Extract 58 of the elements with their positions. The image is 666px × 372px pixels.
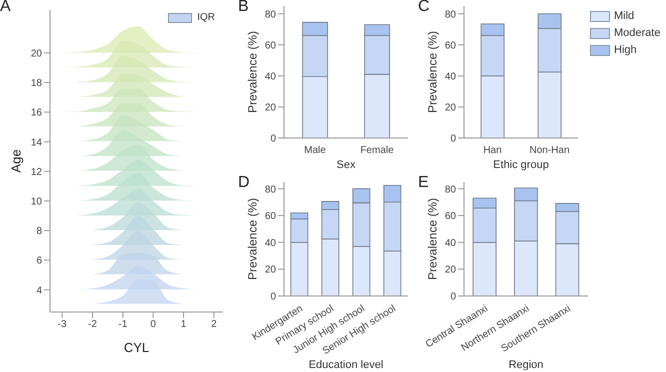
y-tick-label: 8 [36,226,42,238]
y-tick-label: 6 [36,256,42,267]
y-tick-label: 0 [450,134,456,145]
y-axis-title: Prevalence (%) [245,30,260,114]
annotation: IQR [197,12,215,23]
chart-title: C [418,0,430,16]
legend-label: Mild [614,10,634,22]
legend-label: High [614,44,637,56]
y-tick-label: 60 [264,40,276,52]
y-axis-title: Age [8,149,24,173]
y-tick-label: 16 [30,108,42,119]
x-tick-label: Male [304,145,326,156]
x-tick-label: 2 [211,319,218,330]
chart-title: D [238,174,250,192]
x-tick-label: Han [483,145,502,156]
x-axis-title: Region [508,359,544,371]
y-tick-label: 80 [264,9,276,20]
y-axis-title: Prevalence (%) [425,198,440,280]
y-tick-label: 40 [264,238,276,249]
y-tick-label: 60 [264,211,276,222]
y-tick-label: 20 [444,264,456,276]
x-axis-title: Ethic group [493,159,549,171]
x-axis-title: CYL [124,340,150,355]
y-tick-label: 40 [444,238,456,249]
chart-title: E [418,174,429,192]
y-tick-label: 0 [450,292,456,303]
x-axis-title: Education level [308,359,384,371]
y-tick-label: 0 [270,134,276,145]
y-tick-label: 60 [444,211,456,222]
y-tick-label: 0 [270,292,276,303]
y-tick-label: 4 [36,285,42,296]
y-axis-title: Prevalence (%) [245,198,260,280]
x-tick-label: 1 [180,319,187,330]
y-tick-label: 20 [264,264,276,276]
y-tick-label: 10 [30,196,42,208]
x-tick-label: 0 [150,319,156,330]
y-tick-label: 20 [264,102,276,114]
y-tick-label: 18 [30,78,42,90]
y-tick-label: 40 [444,71,456,82]
y-tick-label: 20 [30,48,42,60]
y-tick-label: 60 [444,40,456,52]
y-tick-label: 12 [30,166,42,178]
legend-label: Moderate [614,27,660,39]
y-tick-label: 80 [264,184,276,196]
x-tick-label: -3 [58,319,68,330]
y-tick-label: 14 [30,137,42,148]
y-tick-label: 40 [264,71,276,82]
x-tick-label: -1 [118,319,128,330]
chart-title: B [238,0,249,16]
x-tick-label: Non-Han [529,145,570,156]
y-tick-label: 80 [444,184,456,196]
y-tick-label: 80 [444,9,456,20]
y-axis-title: Prevalence (%) [425,30,440,114]
chart-title: A [0,0,11,16]
x-axis-title: Sex [336,159,356,171]
x-tick-label: Female [360,145,394,156]
y-tick-label: 20 [444,102,456,114]
x-tick-label: -2 [88,319,98,330]
